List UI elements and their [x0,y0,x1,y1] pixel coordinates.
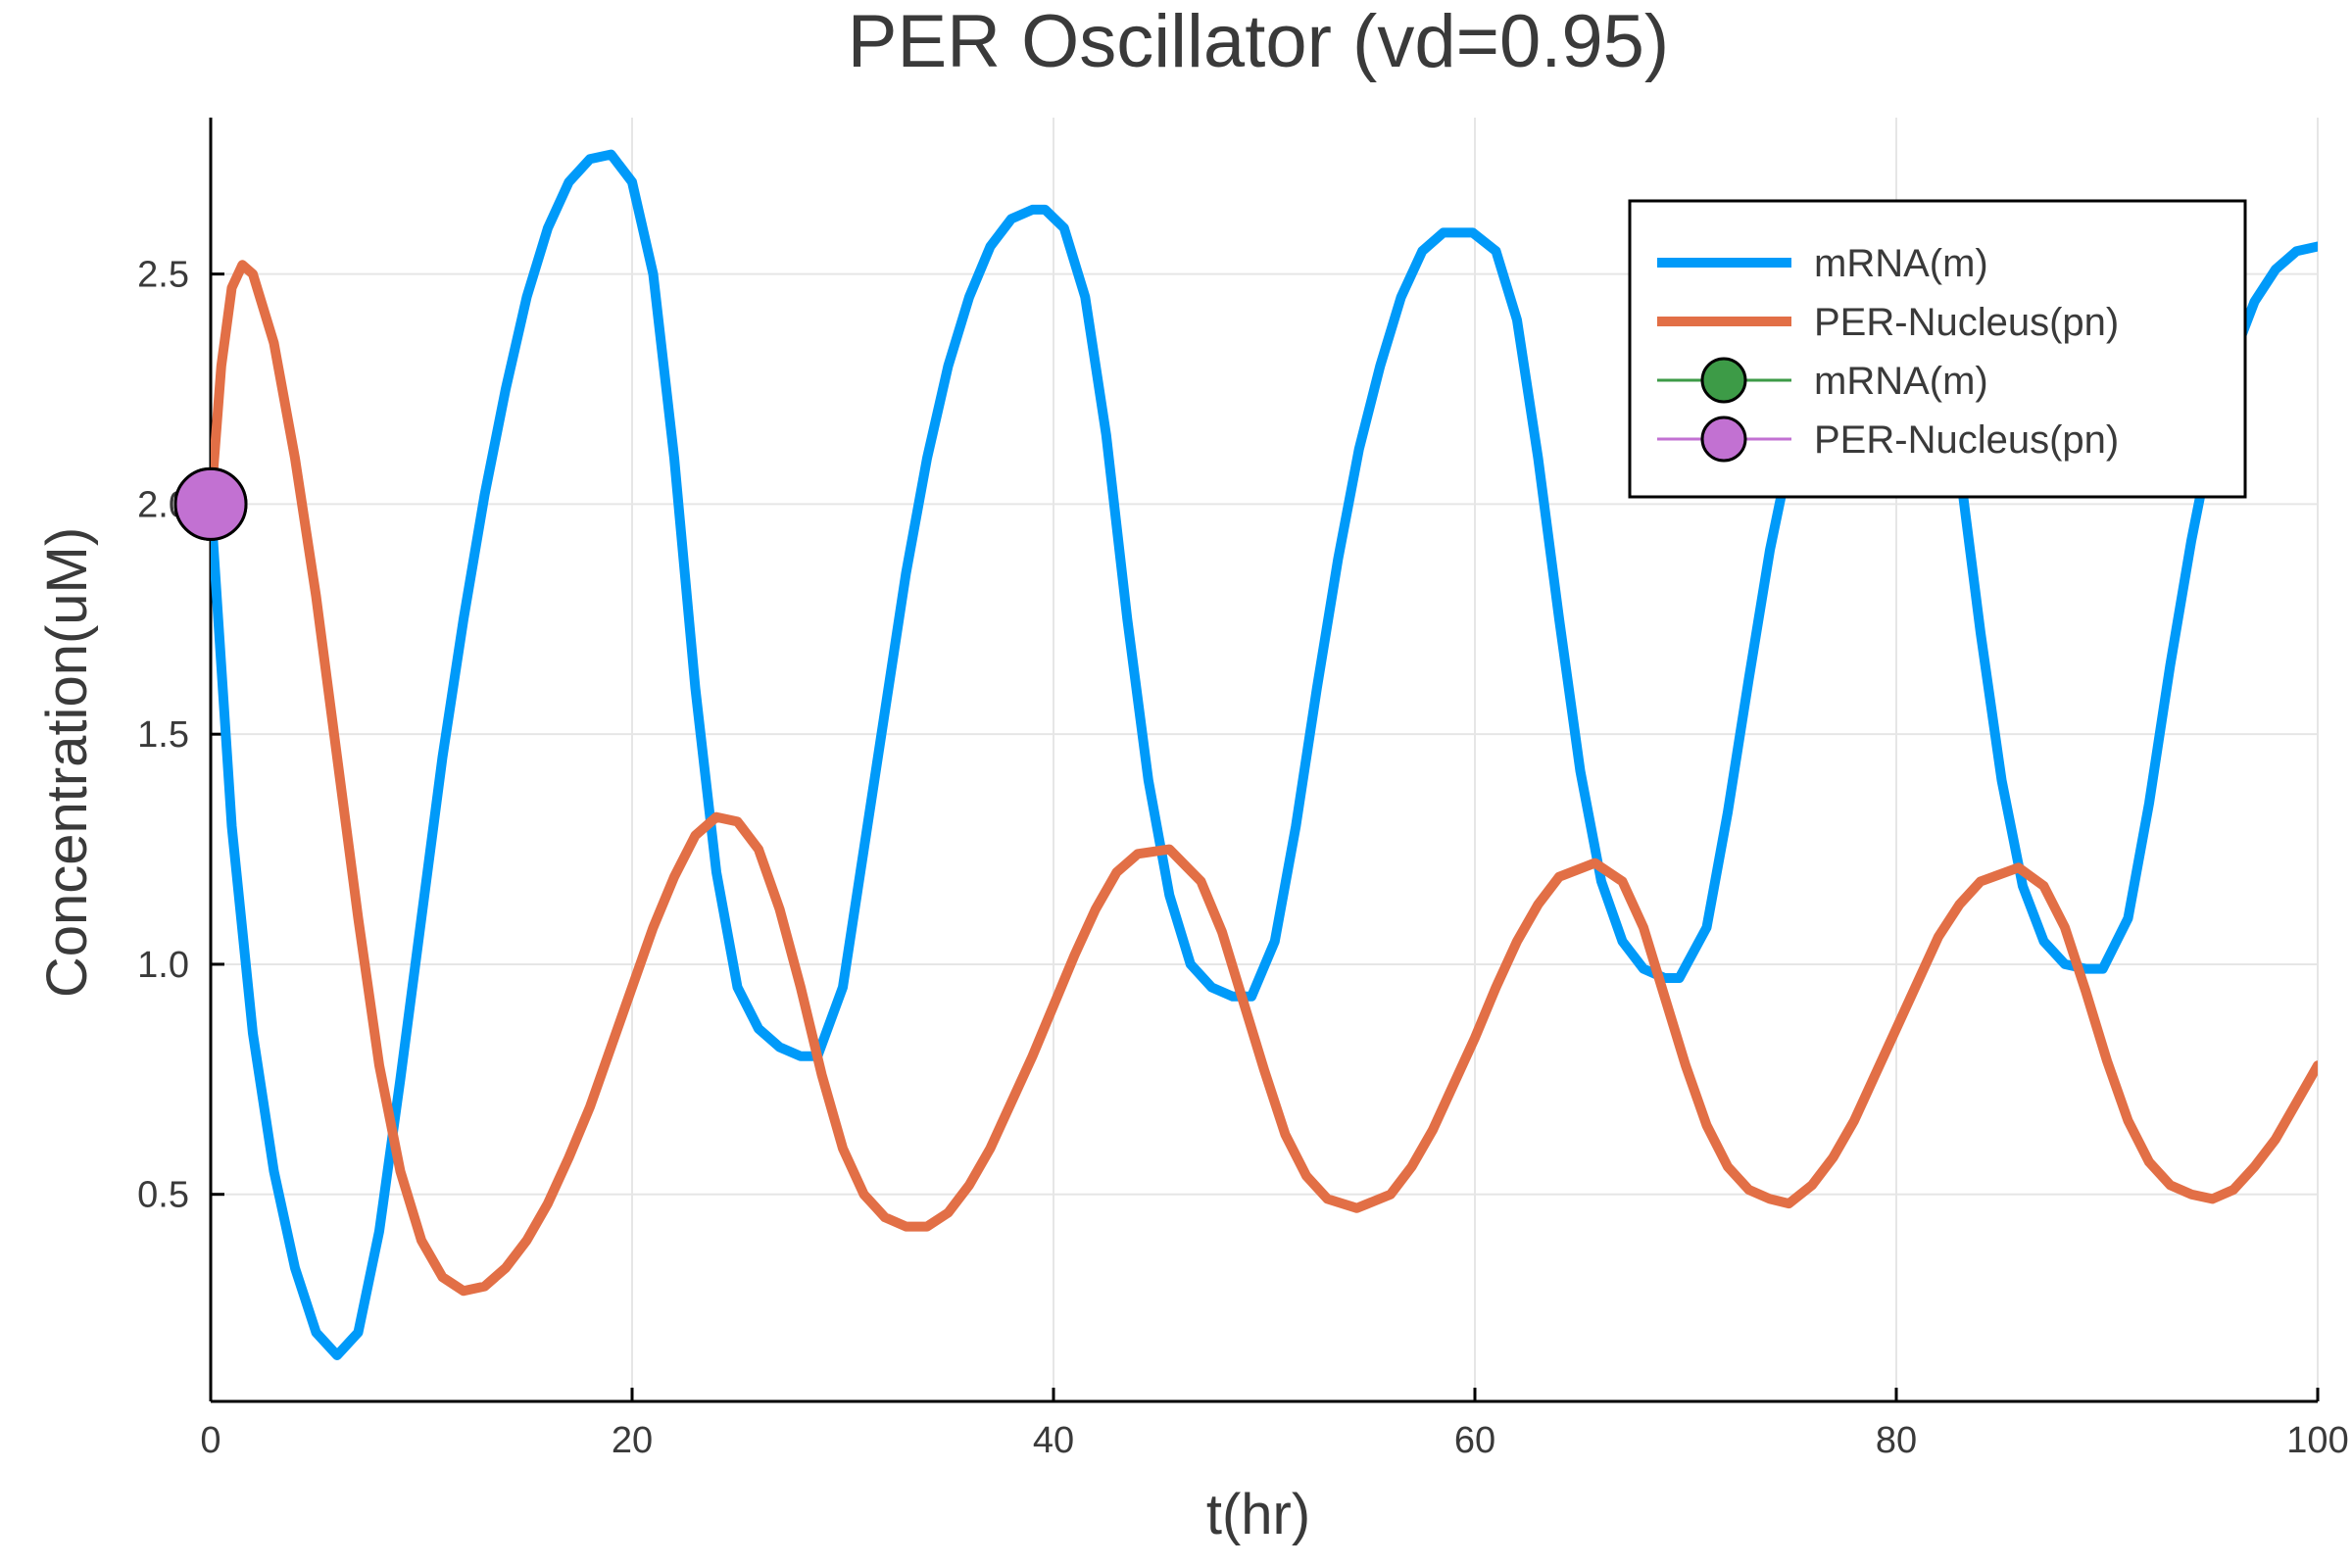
legend-swatch-marker [1700,357,1747,404]
x-axis-label: t(hr) [1206,1483,1310,1546]
legend-label: mRNA(m) [1814,242,1988,285]
y-tick-label: 0.5 [137,1175,189,1216]
y-axis-label: Concentration(uM) [35,527,99,998]
x-tick-label: 40 [1033,1420,1074,1461]
y-tick-label: 1.5 [137,714,189,756]
legend-label: mRNA(m) [1814,360,1988,403]
x-tick-label: 80 [1876,1420,1917,1461]
legend-label: PER-Nucleus(pn) [1814,418,2119,462]
series-marker-4 [173,466,248,541]
legend: mRNA(m) PER-Nucleus(pn) mRNA(m) PER-Nucleus… [1628,199,2247,499]
axes [209,118,2318,1403]
legend-box [1628,199,2247,499]
x-tick-label: 20 [612,1420,653,1461]
x-axis-ticks: 0 20 40 60 80 100 [200,1388,2349,1461]
y-axis-ticks: 0.51.01.52.02.5 [137,255,224,1216]
chart-title: PER Oscillator (vd=0.95) [848,0,1669,83]
x-tick-label: 100 [2286,1420,2348,1461]
plot-series [173,149,2318,1360]
series-line-2 [211,260,2318,1297]
x-tick-label: 0 [200,1420,220,1461]
y-tick-label: 1.0 [137,945,189,986]
legend-label: PER-Nucleus(pn) [1814,301,2119,344]
y-tick-label: 2.5 [137,255,189,296]
series-line-1 [211,149,2318,1360]
legend-swatch-marker [1700,416,1747,463]
x-tick-label: 60 [1454,1420,1495,1461]
